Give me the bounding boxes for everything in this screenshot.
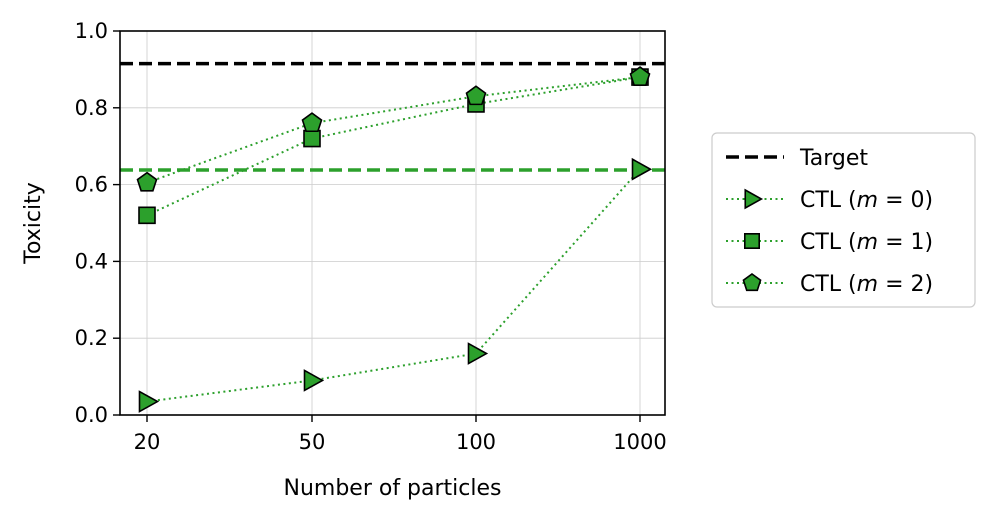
data-point-marker (742, 273, 762, 292)
plot-frame (119, 30, 666, 416)
data-point-marker (629, 66, 651, 86)
x-tick-label: 100 (456, 430, 496, 454)
legend-label: CTL (m = 0) (800, 188, 933, 213)
data-point-marker (136, 171, 158, 192)
x-axis-label: Number of particles (283, 476, 501, 501)
legend-label: CTL (m = 1) (800, 230, 933, 255)
legend-frame (711, 132, 976, 308)
series-lines (146, 76, 641, 403)
x-tick-label: 1000 (613, 430, 666, 454)
y-tick-label: 0.0 (75, 403, 108, 427)
axis-ticks: 0.0 0.2 0.4 0.6 0.8 1.0 20 50 100 1000 (75, 19, 667, 454)
legend-label: Target (799, 146, 868, 171)
data-point-marker (744, 188, 764, 210)
data-point-marker (138, 390, 160, 413)
data-point-marker (631, 157, 653, 181)
grid-lines (120, 30, 665, 416)
data-point-marker (465, 85, 487, 106)
series-line (146, 168, 641, 403)
y-axis-label: Toxicity (21, 182, 46, 264)
y-tick-label: 0.2 (75, 326, 108, 350)
series-line (146, 76, 641, 184)
y-tick-label: 0.4 (75, 249, 108, 273)
data-point-marker (301, 112, 323, 133)
y-tick-label: 0.8 (75, 96, 108, 120)
series-line (146, 76, 641, 217)
y-tick-label: 0.6 (75, 173, 108, 197)
legend: Target CTL (m = 0) CTL (m = 1) CTL (m = 2) (711, 132, 976, 308)
x-tick-label: 20 (134, 430, 161, 454)
data-point-marker (303, 369, 325, 392)
data-point-marker (743, 233, 761, 249)
data-point-marker (303, 129, 321, 148)
data-point-marker (467, 342, 489, 365)
series-markers (136, 66, 653, 413)
data-point-marker (138, 206, 156, 225)
y-tick-label: 1.0 (75, 19, 108, 43)
reference-lines (120, 61, 665, 172)
x-tick-label: 50 (299, 430, 326, 454)
legend-label: CTL (m = 2) (800, 272, 933, 297)
